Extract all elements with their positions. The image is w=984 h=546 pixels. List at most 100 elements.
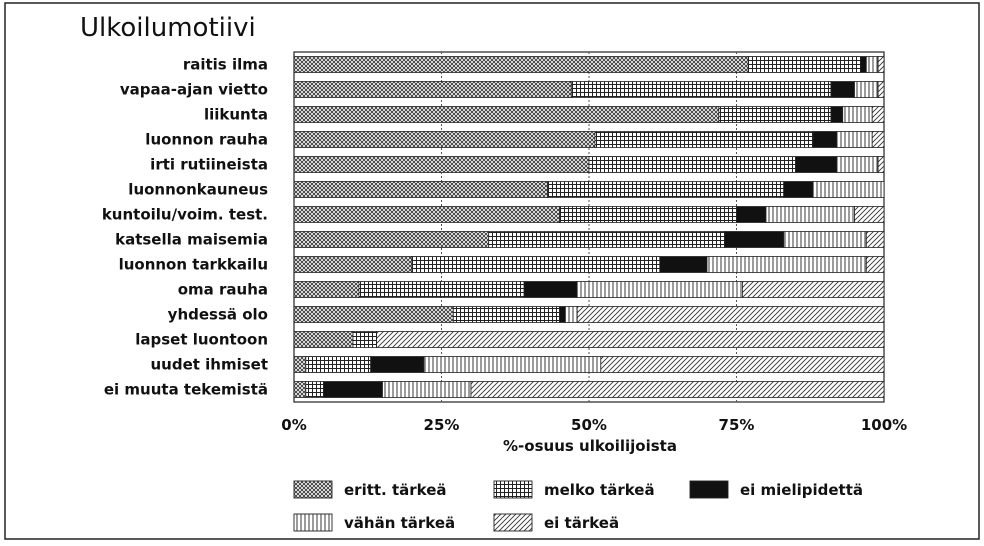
bar-segment	[293, 81, 572, 98]
bar-segment	[736, 206, 767, 223]
legend-label: ei tärkeä	[544, 514, 619, 532]
bar-segment	[877, 81, 885, 98]
bar-segment	[293, 156, 590, 173]
bar-segment	[871, 131, 885, 148]
bar-segment	[576, 306, 885, 323]
bar-segment	[659, 256, 708, 273]
legend-swatch	[293, 480, 333, 499]
bar-segment	[293, 281, 360, 298]
bar-segment	[576, 281, 743, 298]
category-label: katsella maisemia	[115, 231, 268, 249]
x-axis-label: %-osuus ulkoilijoista	[503, 437, 677, 455]
legend-label: vähän tärkeä	[344, 514, 455, 532]
bar-segment	[452, 306, 560, 323]
bar-segment	[865, 231, 885, 248]
bar-segment	[865, 56, 879, 73]
bar-segment	[842, 106, 873, 123]
bar-segment	[293, 56, 749, 73]
bar-segment	[594, 131, 814, 148]
bar-segment	[812, 131, 838, 148]
x-tick-label: 50%	[571, 416, 607, 434]
category-label: luonnonkauneus	[128, 181, 268, 199]
bar-segment	[588, 156, 796, 173]
bar-segment	[376, 331, 885, 348]
legend-item: ei mielipidettä	[689, 480, 863, 499]
legend-label: ei mielipidettä	[740, 481, 863, 499]
bar-segment	[724, 231, 785, 248]
bar-segment	[706, 256, 867, 273]
bar-segment	[523, 281, 578, 298]
bar-segment	[765, 206, 855, 223]
legend-item: eritt. tärkeä	[293, 480, 447, 499]
bar-segment	[293, 231, 490, 248]
bar-segment	[718, 106, 832, 123]
bar-segment	[352, 331, 378, 348]
bar-segment	[293, 356, 307, 373]
bar-segment	[600, 356, 885, 373]
bar-segment	[305, 356, 372, 373]
category-label: luonnon rauha	[145, 131, 268, 149]
legend-swatch	[293, 513, 333, 532]
category-label: liikunta	[204, 106, 268, 124]
category-label: raitis ilma	[183, 56, 268, 74]
bar-segment	[871, 106, 885, 123]
bar-segment	[877, 56, 885, 73]
x-tick-label: 25%	[424, 416, 460, 434]
category-label: yhdessä olo	[168, 306, 268, 324]
bar-segment	[293, 106, 720, 123]
bar-segment	[470, 381, 885, 398]
legend-swatch	[689, 480, 729, 499]
bar-segment	[423, 356, 602, 373]
bar-segment	[854, 81, 879, 98]
legend-label: eritt. tärkeä	[344, 481, 447, 499]
category-label: lapset luontoon	[135, 331, 268, 349]
bar-segment	[854, 206, 885, 223]
bar-segment	[323, 381, 383, 398]
bar-segment	[559, 206, 737, 223]
bar-segment	[293, 256, 413, 273]
legend-item: ei tärkeä	[493, 513, 619, 532]
bar-segment	[382, 381, 472, 398]
category-label: kuntoilu/voim. test.	[102, 206, 268, 224]
bar-segment	[830, 106, 844, 123]
bar-segment	[293, 381, 307, 398]
bar-segment	[865, 256, 885, 273]
category-labels: raitis ilma vapaa-ajan vietto liikunta luon…	[102, 56, 268, 399]
x-tick-label: 100%	[861, 416, 907, 434]
category-label: uudet ihmiset	[150, 356, 268, 374]
plot-area	[293, 51, 885, 403]
bar-segment	[293, 206, 560, 223]
legend-item: vähän tärkeä	[293, 513, 455, 532]
category-label: irti rutiineista	[150, 156, 268, 174]
legend-item: melko tärkeä	[493, 480, 655, 499]
bar-segment	[795, 156, 838, 173]
bar-segment	[570, 81, 832, 98]
bar-segment	[293, 131, 596, 148]
bar-segment	[370, 356, 425, 373]
chart-title: Ulkoilumotiivi	[80, 13, 256, 43]
bar-segment	[860, 56, 867, 73]
category-label: vapaa-ajan vietto	[120, 81, 268, 99]
bar-segment	[358, 281, 525, 298]
bar-segment	[783, 181, 814, 198]
legend-label: melko tärkeä	[544, 481, 655, 499]
bar-segment	[293, 306, 454, 323]
x-tick-label: 0%	[281, 416, 306, 434]
legend: eritt. tärkeä melko tärkeä ei mielipidettä…	[293, 480, 863, 532]
bar-segment	[305, 381, 324, 398]
bar-segment	[830, 81, 855, 98]
bar-segment	[742, 281, 885, 298]
bar-segment	[812, 181, 885, 198]
bar-segment	[488, 231, 726, 248]
bar-segment	[877, 156, 885, 173]
x-tick-label: 75%	[719, 416, 755, 434]
bar-segment	[836, 131, 873, 148]
legend-swatch	[493, 480, 533, 499]
bar-segment	[565, 306, 578, 323]
category-label: ei muuta tekemistä	[104, 381, 268, 399]
bar-segment	[747, 56, 861, 73]
bar-segment	[547, 181, 785, 198]
bar-segment	[293, 331, 354, 348]
